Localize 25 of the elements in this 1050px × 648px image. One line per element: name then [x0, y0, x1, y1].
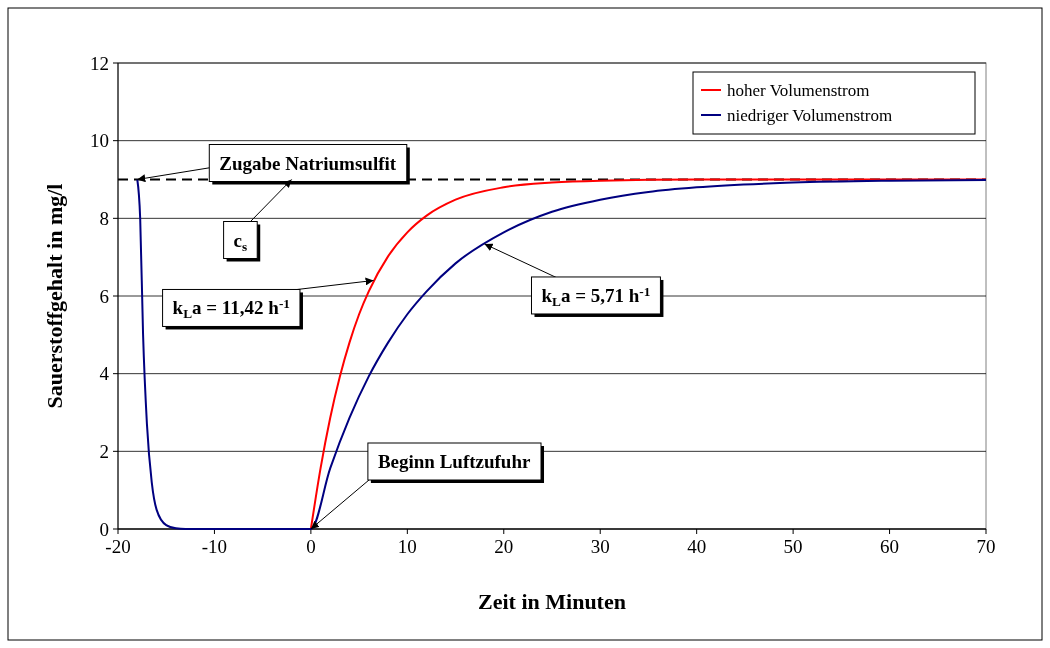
x-axis-title: Zeit in Minuten [478, 589, 626, 614]
x-tick-label: 70 [976, 536, 996, 557]
annotation: Zugabe Natriumsulfit [219, 152, 397, 174]
x-tick-label: 60 [880, 536, 900, 557]
x-tick-label: 20 [494, 536, 514, 557]
y-tick-label: 8 [99, 207, 109, 229]
x-tick-label: 40 [687, 536, 707, 557]
annotation: c$_{s}$ [233, 229, 248, 254]
x-tick-label: 10 [397, 536, 417, 557]
annotation: k$_{L}$a = 11,42 h$^{-1}$ [172, 295, 290, 322]
y-tick-label: 4 [99, 363, 110, 385]
annotation: k$_{L}$a = 5,71 h$^{-1}$ [541, 283, 651, 309]
y-tick-label: 2 [99, 440, 109, 462]
x-tick-label: -10 [201, 536, 228, 557]
y-tick-label: 12 [90, 52, 109, 74]
x-tick-label: 30 [590, 536, 610, 557]
y-tick-label: 10 [90, 130, 109, 152]
x-tick-label: 50 [783, 536, 803, 557]
y-tick-label: 6 [99, 285, 109, 307]
annotation: Beginn Luftzufuhr [377, 451, 532, 472]
y-axis-title: Sauerstoffgehalt in mg/l [42, 183, 67, 409]
legend-label: hoher Volumenstrom [727, 80, 870, 100]
line-series [136, 178, 987, 530]
x-tick-label: 0 [306, 536, 316, 557]
legend-label: niedriger Volumenstrom [727, 105, 893, 125]
